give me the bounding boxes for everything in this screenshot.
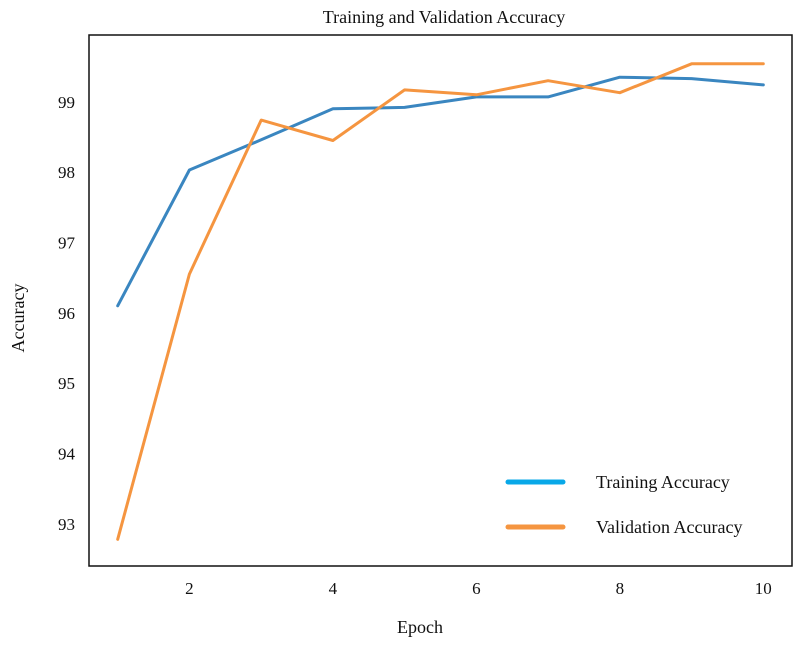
x-axis-label: Epoch <box>397 617 443 637</box>
y-tick-label: 93 <box>58 515 75 534</box>
series-lines <box>116 62 765 541</box>
x-tick-label: 6 <box>472 579 481 598</box>
x-tick-label: 8 <box>616 579 625 598</box>
legend-label: Validation Accuracy <box>596 517 742 537</box>
legend-label: Training Accuracy <box>596 472 730 492</box>
y-tick-label: 97 <box>58 233 76 252</box>
x-axis-ticks: 2 4 6 8 10 <box>185 579 772 598</box>
series-line-validation <box>116 62 765 541</box>
series-line-training <box>116 75 765 308</box>
y-axis-label: Accuracy <box>8 284 28 353</box>
x-tick-label: 2 <box>185 579 194 598</box>
y-tick-label: 94 <box>58 444 76 463</box>
y-tick-label: 95 <box>58 374 75 393</box>
x-tick-label: 4 <box>329 579 338 598</box>
chart-title: Training and Validation Accuracy <box>323 7 565 27</box>
y-tick-label: 96 <box>58 304 75 323</box>
y-tick-label: 99 <box>58 93 75 112</box>
chart-legend: Training Accuracy Validation Accuracy <box>505 472 742 537</box>
plot-frame <box>88 34 793 567</box>
y-axis-ticks: 93 94 95 96 97 98 99 <box>58 93 76 534</box>
y-tick-label: 98 <box>58 163 75 182</box>
x-tick-label: 10 <box>755 579 772 598</box>
